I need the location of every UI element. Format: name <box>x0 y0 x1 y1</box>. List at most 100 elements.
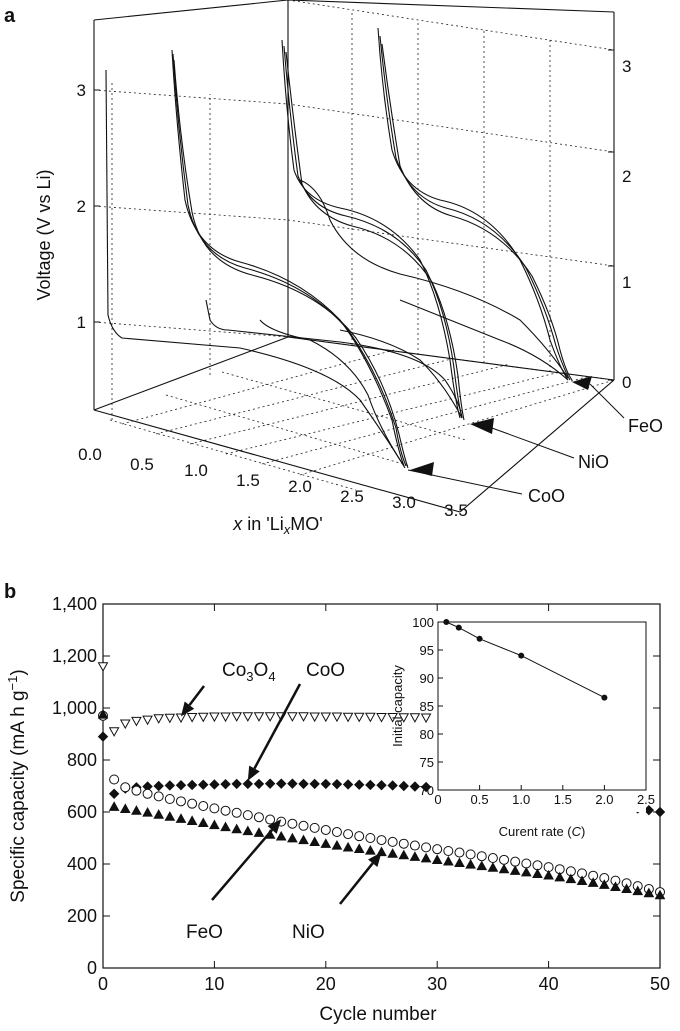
data-point-feo <box>131 785 142 796</box>
data-point-co3o4 <box>108 727 120 737</box>
annotation-co3o4: Co3O4 <box>222 660 276 684</box>
data-point-feo <box>376 835 387 846</box>
data-point-nio <box>365 844 376 855</box>
nio-curve <box>285 51 465 421</box>
y-tick-label: 400 <box>67 854 97 874</box>
data-point-coo <box>186 779 198 791</box>
series-label-feo: FeO <box>628 416 663 436</box>
inset-data-point <box>601 694 608 701</box>
data-point-nio <box>131 805 142 815</box>
y-tick-label: 3 <box>622 57 631 76</box>
panel-a-x-tick-labels: 0.0 0.5 1.0 1.5 2.0 2.5 3.0 3.5 <box>78 445 468 520</box>
data-point-co3o4 <box>287 712 298 722</box>
series-label-nio: NiO <box>578 452 609 472</box>
inset-y-tick-label: 80 <box>420 727 434 742</box>
data-point-coo <box>164 780 176 791</box>
panel-b-y-axis-label: Specific capacity (mA h g−1) <box>5 669 29 902</box>
data-point-co3o4 <box>409 713 421 723</box>
data-point-nio <box>587 877 599 887</box>
x-tick-label: 2.5 <box>340 487 364 506</box>
x-tick-label: 0.0 <box>78 445 102 464</box>
data-point-coo <box>342 779 354 790</box>
data-point-coo <box>108 788 120 800</box>
inset-axes: 0 0.5 1.0 1.5 2.0 2.5 70 75 80 85 90 95 100 <box>412 615 655 807</box>
series-label-coo: CoO <box>528 486 565 506</box>
data-point-feo <box>521 858 532 869</box>
data-point-co3o4 <box>298 712 309 722</box>
x-tick-label: 10 <box>204 974 224 994</box>
panel-b-plot-frame <box>102 603 661 969</box>
inset-x-tick-label: 1.0 <box>512 792 530 807</box>
inset-x-tick-label: 0 <box>434 792 441 807</box>
data-point-co3o4 <box>220 712 231 723</box>
data-point-coo <box>242 778 254 790</box>
inset-x-label-main: Curent rate ( <box>499 824 573 839</box>
x-tick-label: 0.5 <box>130 455 154 474</box>
y-tick-label: 3 <box>77 81 86 100</box>
data-point-co3o4 <box>420 713 432 724</box>
panel-a: a <box>4 0 663 537</box>
data-point-co3o4 <box>131 716 142 727</box>
data-point-nio <box>598 879 610 889</box>
inset-x-tick-label: 2.5 <box>637 792 655 807</box>
y-tick-label: 0 <box>622 373 631 392</box>
data-point-co3o4 <box>376 713 387 723</box>
data-point-feo <box>409 840 420 851</box>
data-point-co3o4 <box>186 713 198 723</box>
x-tick-label: 50 <box>650 974 670 994</box>
data-point-nio <box>387 848 398 858</box>
data-point-feo <box>465 849 476 860</box>
data-point-feo <box>142 788 153 799</box>
feo-curve <box>399 299 569 381</box>
data-point-feo <box>265 814 276 825</box>
inset-background <box>432 622 646 812</box>
panel-a-grid <box>93 0 615 491</box>
inset-x-label-italic: C <box>572 824 582 839</box>
data-point-feo <box>365 833 376 843</box>
data-point-nio <box>643 887 655 898</box>
data-point-coo <box>231 778 242 790</box>
data-point-co3o4 <box>153 714 165 724</box>
feo-curve <box>377 27 569 381</box>
annotation-arrowhead <box>368 852 382 867</box>
data-point-coo <box>97 731 109 742</box>
y-tick-label: 1,200 <box>52 646 97 666</box>
data-point-feo <box>421 842 432 853</box>
panel-a-y-axis-label: Voltage (V vs Li) <box>34 169 54 300</box>
x-label-sub: x <box>283 522 291 537</box>
data-point-co3o4 <box>398 713 410 723</box>
x-tick-label: 0 <box>98 974 108 994</box>
gridline <box>189 363 511 445</box>
data-point-feo <box>454 847 465 858</box>
panel-a-left-tick-labels: 1 2 3 <box>77 81 86 332</box>
x-tick-label: 1.5 <box>236 471 260 490</box>
data-point-coo <box>276 778 287 789</box>
data-point-coo <box>387 780 398 791</box>
data-point-coo <box>331 778 343 790</box>
panel-a-axes <box>93 0 615 513</box>
panel-a-series-labels: CoO NiO FeO <box>528 416 663 506</box>
data-point-nio <box>565 873 577 884</box>
feo-curve <box>299 179 569 379</box>
data-point-nio <box>197 817 209 828</box>
y-label-end: ) <box>8 669 29 675</box>
feo-arrowhead <box>572 376 592 390</box>
inset-data-point <box>476 635 483 642</box>
data-point-feo <box>109 774 120 785</box>
top-right-edge <box>287 0 615 13</box>
data-point-co3o4 <box>142 715 153 726</box>
data-point-nio <box>119 803 131 813</box>
inset-y-tick-label: 85 <box>420 699 434 714</box>
data-point-nio <box>554 871 566 882</box>
gridline <box>155 357 456 435</box>
coo-curve <box>105 69 406 469</box>
feo-curve <box>379 35 571 381</box>
panel-b-annotation-labels: Co3O4 CoO FeO NiO <box>186 660 345 943</box>
data-point-nio <box>465 858 476 869</box>
gridline <box>287 0 615 51</box>
data-point-nio <box>309 836 321 846</box>
data-point-nio <box>209 819 220 830</box>
data-point-co3o4 <box>331 712 343 723</box>
data-point-coo <box>220 778 231 790</box>
gridline <box>121 349 395 425</box>
